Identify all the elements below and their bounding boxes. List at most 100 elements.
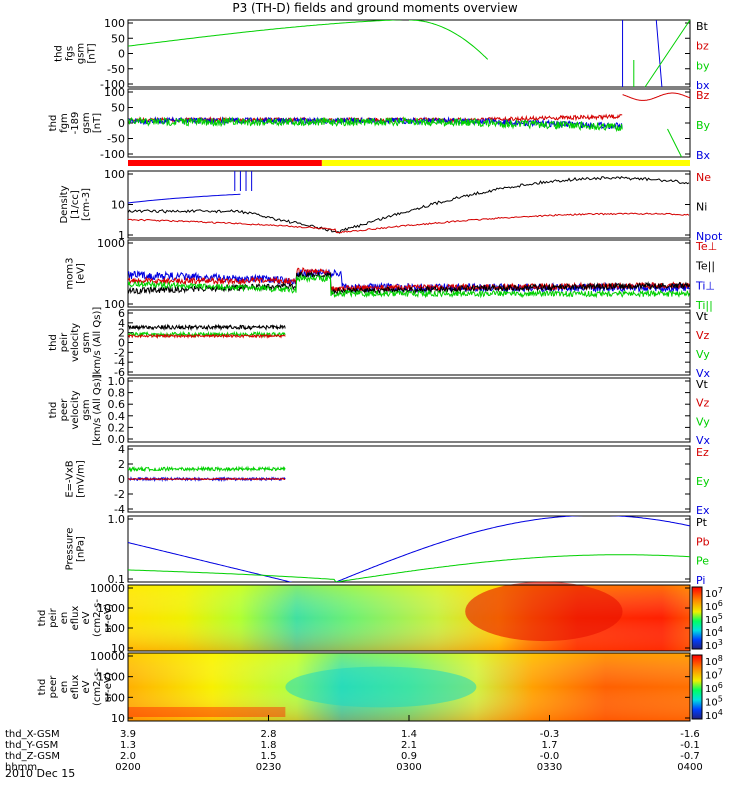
y-tick-label: 100: [104, 168, 125, 181]
y-tick-label: 10: [111, 642, 125, 655]
y-axis-label: en: [59, 612, 70, 625]
legend-Pt: Pt: [696, 516, 708, 529]
legend-Npot: Npot: [696, 230, 723, 243]
y-tick-label: 10000: [90, 650, 125, 663]
y-axis-label: fgs: [65, 46, 76, 61]
x-row-value: 0230: [256, 762, 281, 773]
colorbar-label: 107: [705, 586, 723, 600]
y-axis-label: sr-eV): [103, 603, 114, 632]
y-tick-label: 0: [118, 48, 125, 61]
x-row-value: 1.3: [120, 740, 136, 751]
colorbar-label: 108: [705, 654, 723, 668]
y-axis-label: peir: [59, 332, 70, 352]
colorbar-ele_spec: [691, 654, 703, 720]
y-tick-label: 0: [118, 337, 125, 350]
legend-Vy: Vy: [696, 348, 710, 361]
trace-temp-ti-par: [128, 274, 690, 299]
y-tick-label: -100: [100, 78, 125, 91]
y-axis-label: E=-VxB: [65, 460, 76, 497]
y-tick-label: 6: [118, 307, 125, 320]
y-tick-label: -2: [114, 488, 125, 501]
y-axis-label: [eV]: [76, 263, 87, 284]
trace-fgm-by: [128, 116, 623, 133]
y-axis-label: [cm-3]: [81, 188, 92, 221]
y-tick-label: 10000: [90, 582, 125, 595]
trace-efield-ey: [128, 465, 286, 473]
y-axis-label: eflux: [70, 675, 81, 700]
figure-title: P3 (TH-D) fields and ground moments over…: [232, 1, 518, 15]
legend-Vz: Vz: [696, 397, 710, 410]
y-axis-label: thd: [54, 45, 65, 62]
colorbar-label: 103: [705, 638, 723, 652]
legend-Ex: Ex: [696, 504, 710, 517]
trace-vi-vt: [128, 323, 286, 332]
colorbar-label: 106: [705, 681, 723, 695]
y-tick-label: 4: [118, 317, 125, 330]
x-row-value: 0300: [396, 762, 421, 773]
panel-ve: 1.00.80.60.40.20.0 thd peer velocity gsm [km/…: [48, 374, 711, 447]
x-row-label-thd_Z-GSM: thd_Z-GSM: [5, 751, 60, 762]
x-row-value: -1.6: [680, 729, 700, 740]
legend-Ey: Ey: [696, 475, 710, 488]
y-tick-label: 0.2: [108, 421, 126, 434]
trace-fgs-by: [128, 20, 406, 47]
panel-pressure: 1.0 0.1 Pressure [nPa] Pt Pb Pe Pi: [65, 513, 710, 587]
heatmap-low-energy-band: [128, 707, 286, 717]
legend-Bt: Bt: [696, 20, 709, 33]
y-axis-label: sr-eV): [103, 672, 114, 701]
y-axis-label: thd: [37, 679, 48, 696]
y-axis-label: Density: [59, 185, 70, 223]
colorbar-label: 104: [705, 625, 723, 639]
trace-fgs-by-rise: [644, 19, 691, 88]
legend-Ez: Ez: [696, 446, 709, 459]
panel-fgm: 100 50 0 -50 -100 thd fgm -189 gsm [nT] Bz By Bx: [48, 86, 711, 162]
x-row-value: -0.0: [540, 751, 560, 762]
y-tick-label: 4: [118, 443, 125, 456]
panel-frame-vi: [127, 309, 691, 376]
x-row-label-thd_X-GSM: thd_X-GSM: [5, 729, 60, 740]
y-axis-label: gsm: [81, 112, 92, 133]
y-tick-label: 100: [104, 86, 125, 99]
y-tick-label: 1000: [97, 237, 125, 250]
colorbar-label: 105: [705, 612, 723, 626]
panel-ele_spec: 10000 1000 100 10 thd peer en eflux eV (cm2-s-sr-…: [37, 650, 723, 725]
x-row-value: 1.7: [542, 740, 558, 751]
y-tick-label: 50: [111, 102, 125, 115]
y-axis-label: -189: [70, 112, 81, 135]
y-axis-label: velocity: [70, 323, 81, 362]
y-axis-label: mom3: [65, 258, 76, 290]
panel-ion_spec: 10000 1000 100 10 thd peir en eflux eV (cm2-s-sr-…: [37, 581, 723, 655]
x-row-value: 1.4: [401, 729, 417, 740]
legend-bz: bz: [696, 40, 709, 53]
orbit-bar-yellow: [321, 160, 690, 166]
y-axis-label: peir: [48, 607, 59, 627]
panel-frame-temp: [127, 239, 691, 308]
legend-Ne: Ne: [696, 171, 711, 184]
x-row-value: 1.8: [261, 740, 277, 751]
legend-Ti⊥: Ti⊥: [695, 279, 715, 292]
y-axis-label: en: [59, 681, 70, 694]
y-tick-label: 0.0: [108, 433, 126, 446]
legend-Te⊥: Te⊥: [695, 240, 717, 253]
y-axis-label: (cm2-s-: [92, 599, 103, 637]
legend-Pi: Pi: [696, 574, 705, 587]
panel-frame-ve: [127, 377, 691, 443]
trace-fgs-by-fall: [409, 20, 489, 60]
y-axis-label: peer: [59, 398, 70, 422]
y-tick-label: 100: [104, 622, 125, 635]
legend-Vz: Vz: [696, 329, 710, 342]
x-row-value: 0200: [115, 762, 140, 773]
panel-frame-pressure: [127, 515, 691, 583]
y-tick-label: 100: [104, 691, 125, 704]
legend-Bz: Bz: [696, 89, 710, 102]
y-axis-label: thd: [48, 402, 59, 419]
y-tick-label: 1000: [97, 602, 125, 615]
y-tick-label: 10: [111, 199, 125, 212]
y-tick-label: 0: [118, 117, 125, 130]
trace-density-npot: [128, 193, 241, 204]
y-axis-label: thd: [48, 115, 59, 132]
trace-temp-te-par: [128, 271, 690, 296]
orbit-bar-red: [128, 160, 322, 166]
